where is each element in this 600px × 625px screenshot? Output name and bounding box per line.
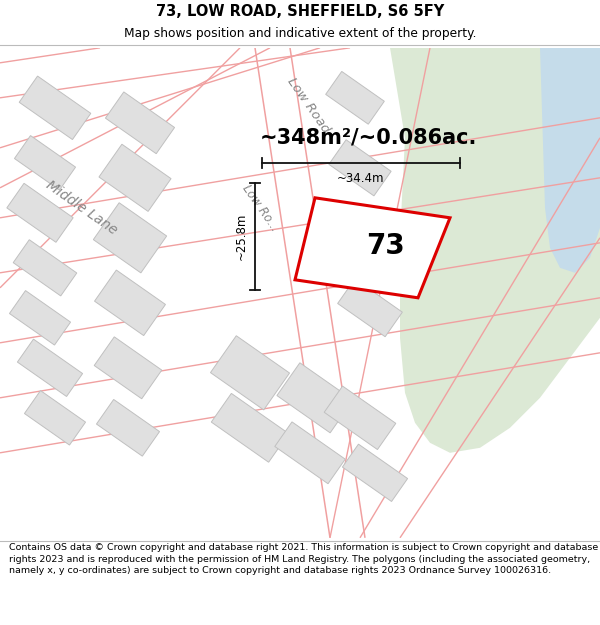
Text: Low Road: Low Road	[284, 76, 332, 136]
Text: 73: 73	[365, 232, 404, 260]
Polygon shape	[324, 386, 396, 449]
Polygon shape	[295, 198, 450, 298]
Polygon shape	[13, 240, 77, 296]
Polygon shape	[530, 48, 600, 272]
Polygon shape	[14, 136, 76, 190]
Polygon shape	[329, 140, 391, 196]
Polygon shape	[343, 444, 407, 501]
Text: Middle Lane: Middle Lane	[44, 178, 120, 238]
Polygon shape	[10, 291, 71, 345]
Polygon shape	[277, 362, 353, 433]
Polygon shape	[211, 393, 289, 462]
Text: Low Ro...: Low Ro...	[239, 182, 281, 234]
Text: 73, LOW ROAD, SHEFFIELD, S6 5FY: 73, LOW ROAD, SHEFFIELD, S6 5FY	[156, 4, 444, 19]
Polygon shape	[99, 144, 171, 211]
Polygon shape	[19, 76, 91, 139]
Text: Map shows position and indicative extent of the property.: Map shows position and indicative extent…	[124, 28, 476, 40]
Text: ~348m²/~0.086ac.: ~348m²/~0.086ac.	[259, 127, 476, 148]
Text: ~34.4m: ~34.4m	[337, 173, 385, 185]
Polygon shape	[275, 422, 345, 484]
Polygon shape	[94, 202, 167, 273]
Text: ~25.8m: ~25.8m	[235, 213, 248, 260]
Polygon shape	[95, 270, 166, 336]
Polygon shape	[94, 337, 162, 399]
Polygon shape	[326, 71, 385, 124]
Polygon shape	[338, 279, 403, 337]
Polygon shape	[97, 399, 160, 456]
Polygon shape	[211, 336, 290, 410]
Polygon shape	[390, 48, 600, 452]
Polygon shape	[326, 213, 394, 273]
Polygon shape	[25, 391, 86, 445]
Text: Contains OS data © Crown copyright and database right 2021. This information is : Contains OS data © Crown copyright and d…	[9, 543, 598, 575]
Polygon shape	[17, 339, 83, 396]
Polygon shape	[106, 92, 175, 154]
Polygon shape	[7, 183, 73, 243]
